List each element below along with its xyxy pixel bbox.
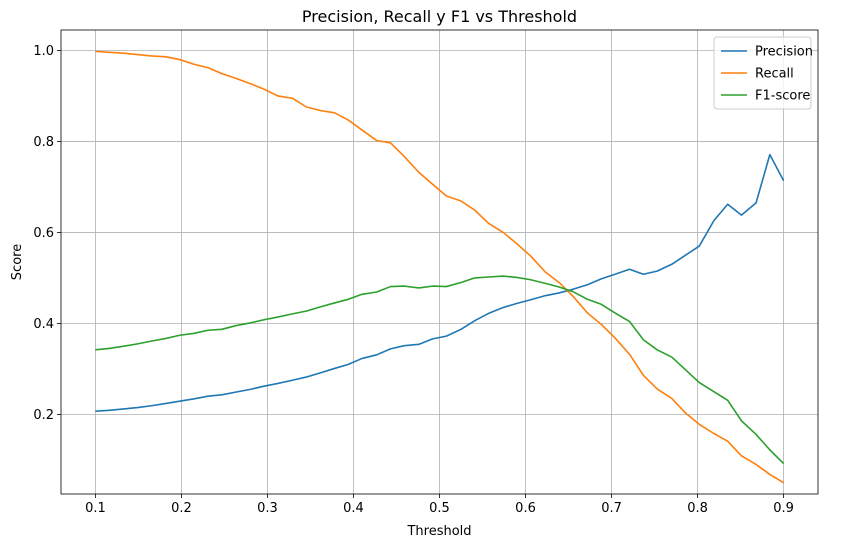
x-tick-label: 0.7 [601,501,622,516]
x-tick-label: 0.8 [687,501,708,516]
legend-box [713,36,812,110]
x-axis-label: Threshold [406,524,471,539]
y-tick-label: 1.0 [33,44,54,59]
legend-label-f1-score: F1-score [755,89,810,104]
x-tick-label: 0.3 [257,501,278,516]
y-tick-label: 0.4 [33,317,54,332]
legend-label-precision: Precision [755,45,813,60]
series-line-f1-score [95,275,785,465]
y-tick-label: 0.2 [33,408,54,423]
x-tick-label: 0.2 [171,501,192,516]
series-line-recall [95,50,784,484]
series-lines [95,50,785,484]
series-line-precision [95,153,785,413]
legend-label-recall: Recall [755,67,794,82]
x-tick-label: 0.6 [515,501,536,516]
chart-title: Precision, Recall y F1 vs Threshold [302,7,577,26]
axis-ticks: 0.1 0.2 0.3 0.4 0.5 0.6 0.7 0.8 0.9 0.2 0.4 0.6 0.8 1… [33,44,794,516]
y-tick-label: 0.8 [33,135,54,150]
legend: Precision Recall F1-score [713,36,813,110]
x-tick-label: 0.9 [773,501,794,516]
y-tick-label: 0.6 [33,226,54,241]
x-tick-label: 0.5 [429,501,450,516]
y-axis-label: Score [10,244,25,280]
x-tick-label: 0.4 [343,501,364,516]
x-tick-label: 0.1 [85,501,106,516]
